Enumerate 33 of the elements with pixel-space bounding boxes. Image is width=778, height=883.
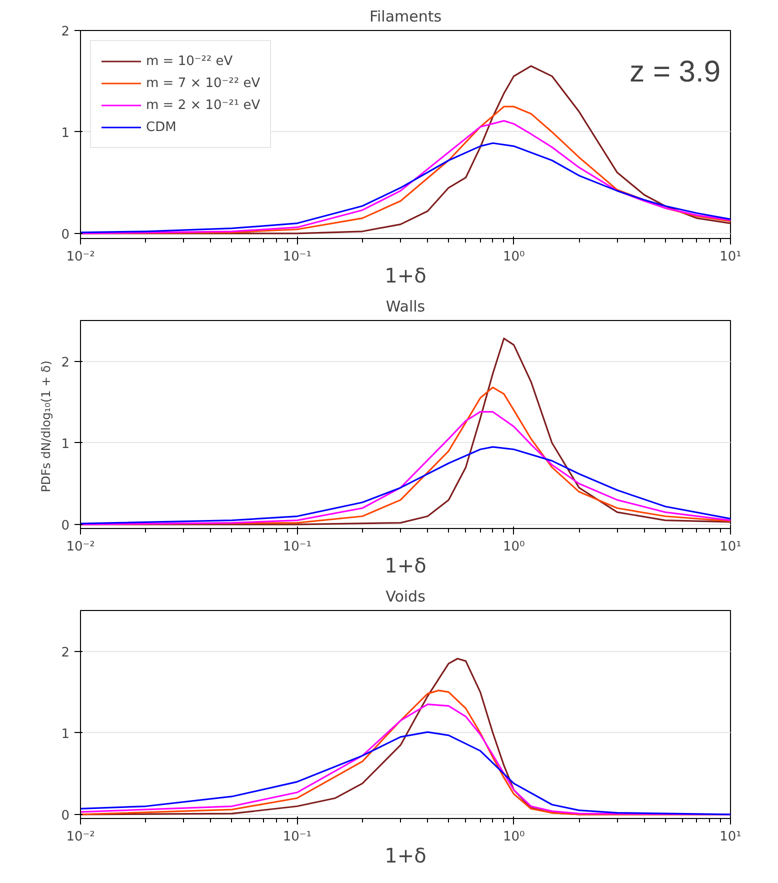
x-tick-label: 10⁰	[502, 830, 525, 844]
y-tick-label: 1	[61, 726, 70, 742]
y-tick-label: 2	[61, 355, 70, 370]
x-tick-label: 10⁻²	[66, 830, 95, 844]
y-tick-label: 2	[61, 24, 70, 40]
x-tick-label: 10¹	[720, 250, 742, 264]
chart-title: Voids	[386, 588, 426, 606]
x-tick-label: 10⁻¹	[282, 830, 312, 844]
annotation: z = 3.9	[630, 56, 721, 88]
legend-label: m = 7 × 10⁻²² eV	[146, 76, 260, 90]
x-tick-label: 10⁻²	[66, 250, 95, 264]
y-tick-label: 2	[61, 645, 70, 660]
y-axis-title: PDFs dN/dlog₁₀(1 + δ)	[39, 360, 54, 492]
legend-label: CDM	[146, 120, 176, 134]
x-tick-label: 10⁻²	[66, 540, 95, 554]
legend-label: m = 10⁻²² eV	[146, 54, 233, 68]
x-axis-title: 1+δ	[384, 264, 426, 288]
x-tick-label: 10⁰	[502, 250, 525, 264]
y-tick-label: 1	[61, 436, 70, 452]
legend-label: m = 2 × 10⁻²¹ eV	[146, 98, 260, 112]
x-tick-label: 10¹	[720, 830, 742, 844]
x-tick-label: 10⁰	[502, 540, 525, 554]
y-tick-label: 0	[61, 808, 70, 824]
x-axis-title: 1+δ	[384, 844, 426, 868]
y-tick-label: 0	[61, 227, 70, 242]
x-axis-title: 1+δ	[384, 554, 426, 578]
chart-title: Filaments	[369, 8, 442, 26]
y-tick-label: 1	[61, 126, 70, 141]
x-tick-label: 10¹	[720, 540, 742, 554]
y-tick-label: 0	[61, 518, 70, 534]
chart-title: Walls	[386, 298, 426, 316]
x-tick-label: 10⁻¹	[282, 250, 312, 264]
x-tick-label: 10⁻¹	[282, 540, 312, 554]
